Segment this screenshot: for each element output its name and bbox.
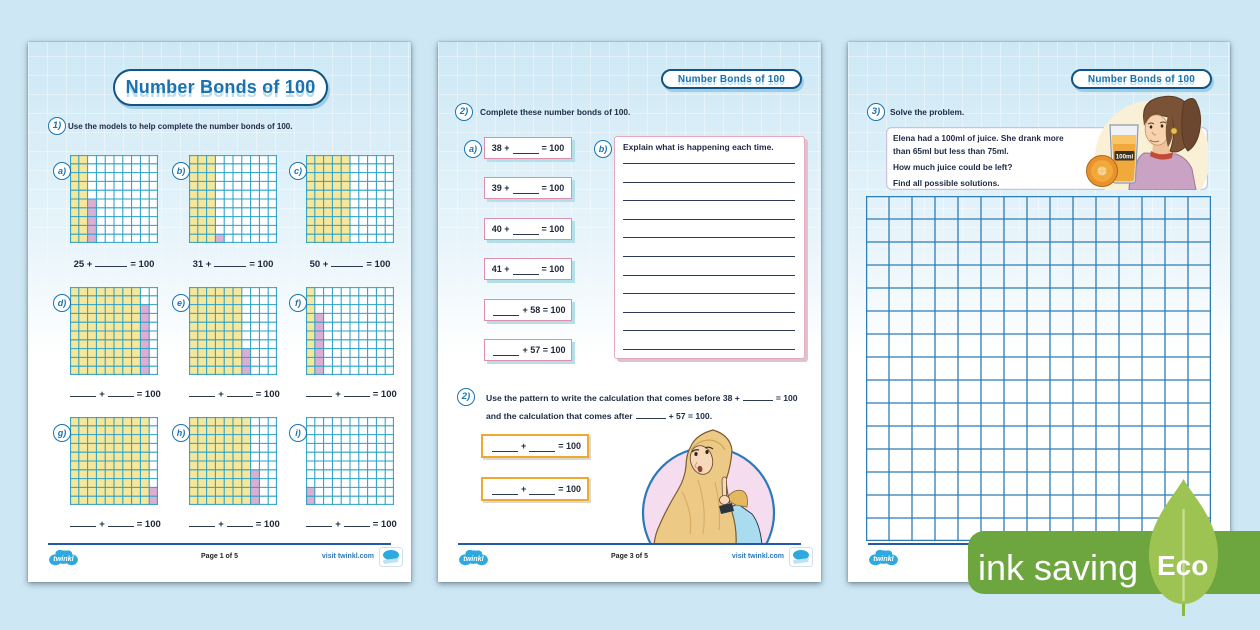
svg-text:twinkl: twinkl bbox=[873, 554, 894, 563]
svg-text:twinkl: twinkl bbox=[463, 554, 484, 563]
svg-text:twinkl: twinkl bbox=[53, 554, 74, 563]
svg-text:100ml: 100ml bbox=[1116, 153, 1134, 160]
